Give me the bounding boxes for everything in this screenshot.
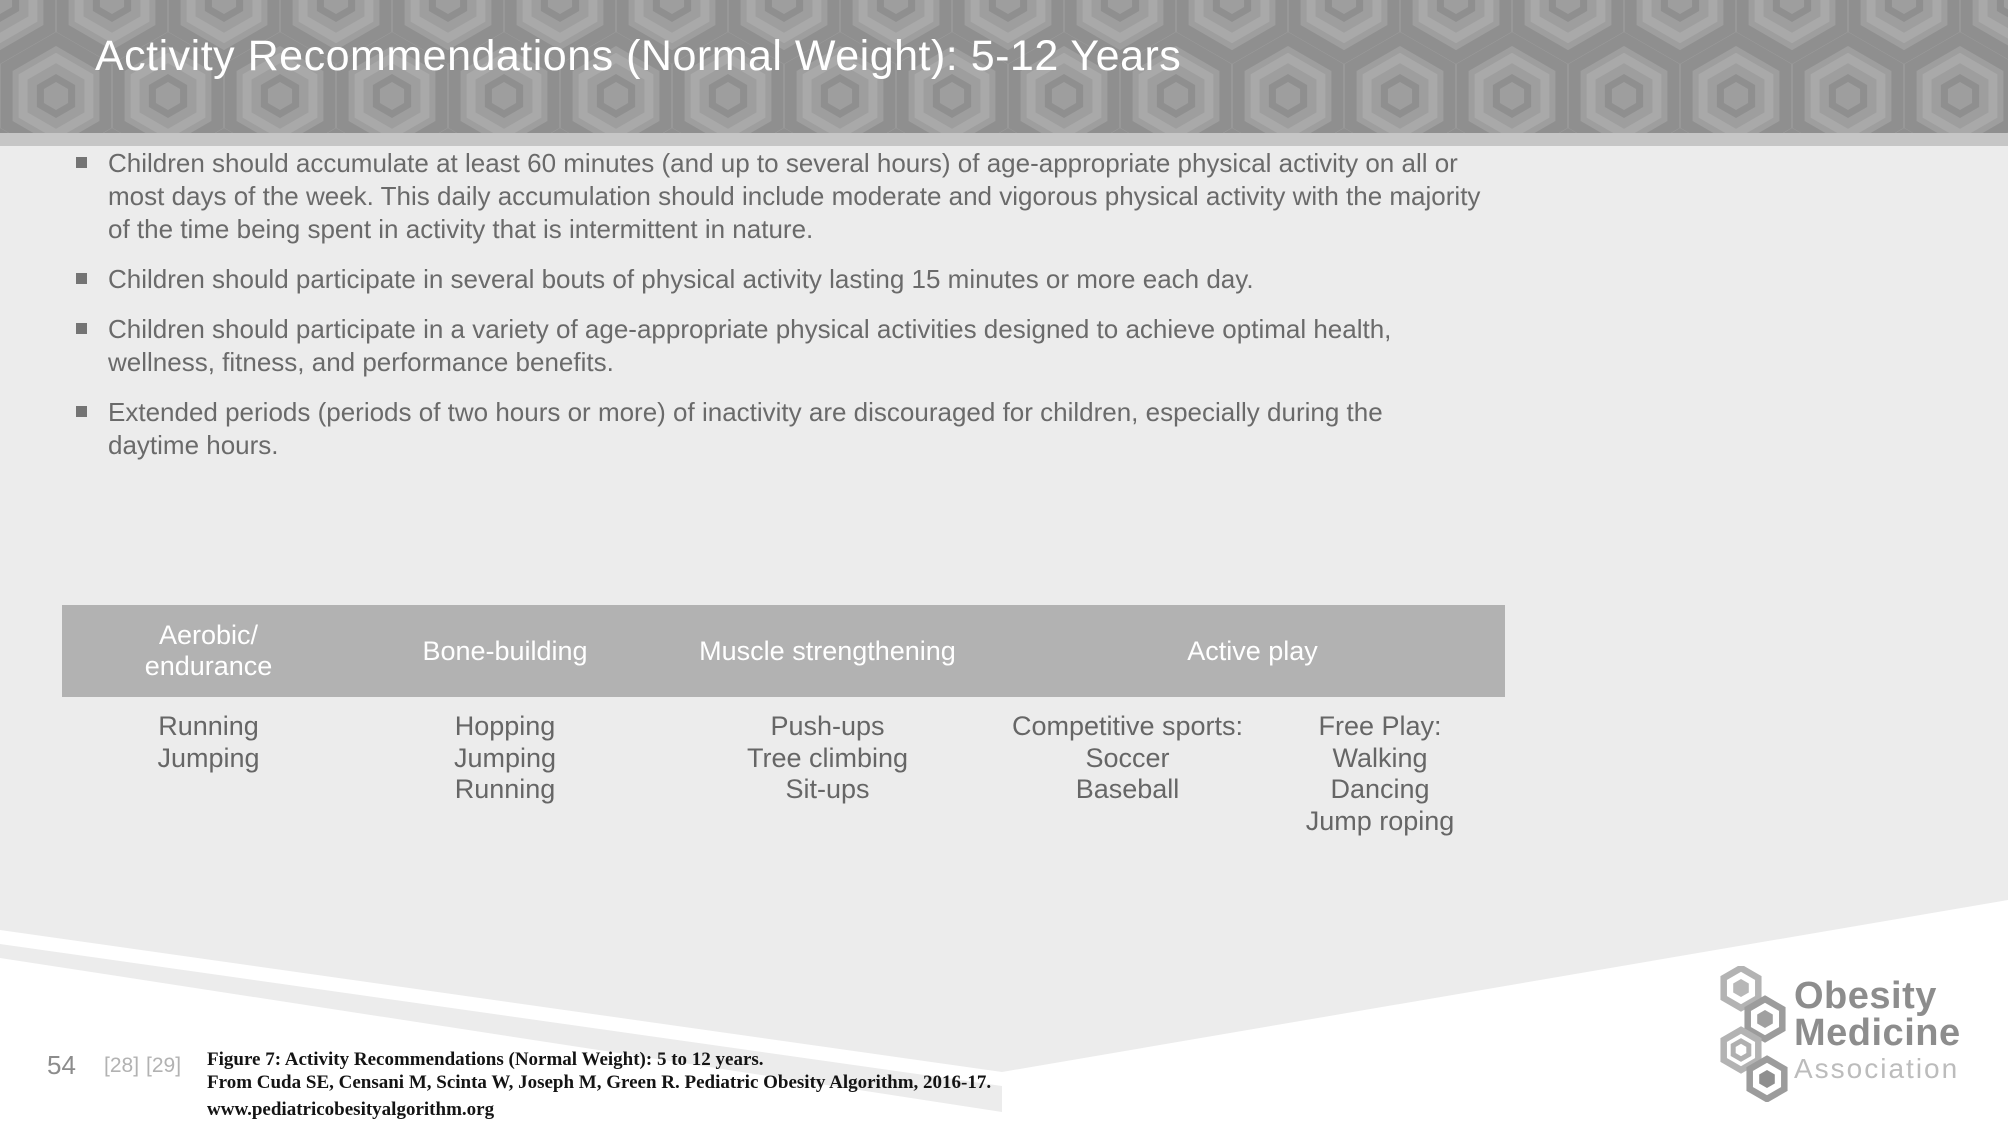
table-header-cell: Aerobic/endurance <box>144 620 273 681</box>
page-number: 54 <box>47 1050 76 1080</box>
bullet-list: Children should accumulate at least 60 m… <box>76 147 1576 479</box>
activity-table: Aerobic/endurance Bone-building Muscle str… <box>62 605 1505 837</box>
bullet-text: Extended periods (periods of two hours o… <box>108 397 1383 460</box>
table-header-row: Aerobic/endurance Bone-building Muscle str… <box>62 605 1505 697</box>
bullet-item: Children should participate in several b… <box>76 263 1576 296</box>
figure-caption-line: www.pediatricobesityalgorithm.org <box>207 1099 495 1120</box>
hexagon-pattern-icon <box>0 0 2008 133</box>
table-body-column: Push-ups Tree climbing Sit-ups <box>746 711 909 804</box>
slide-header: Activity Recommendations (Normal Weight)… <box>0 0 2008 133</box>
slide-title: Activity Recommendations (Normal Weight)… <box>95 32 1182 80</box>
table-header-cell: Active play <box>1187 635 1318 666</box>
table-body-column: Competitive sports: Soccer Baseball <box>1011 711 1244 804</box>
figure-caption-line: From Cuda SE, Censani M, Scinta W, Josep… <box>207 1072 992 1093</box>
table-body-column: Running Jumping <box>157 711 260 773</box>
figure-caption-line: Figure 7: Activity Recommendations (Norm… <box>207 1049 764 1070</box>
bullet-text: Children should participate in a variety… <box>108 314 1392 377</box>
bullet-item: Extended periods (periods of two hours o… <box>76 396 1576 462</box>
reference-badge: [28] <box>104 1054 140 1077</box>
oma-logo-hexagons-icon <box>1720 966 1788 1102</box>
bullet-text: Children should participate in several b… <box>108 264 1254 294</box>
logo-line-association: Association <box>1794 1053 1960 1084</box>
oma-logo-text: Obesity Medicine Association <box>1794 975 1961 1086</box>
logo-line-obesity: Obesity <box>1794 975 1937 1017</box>
bullet-square-icon <box>76 323 87 334</box>
bullet-text: Children should accumulate at least 60 m… <box>108 148 1481 244</box>
bullet-square-icon <box>76 157 87 168</box>
table-body-row: Running Jumping Hopping Jumping Running Push-… <box>62 697 1505 837</box>
reference-badges: [28] [29] <box>104 1054 188 1078</box>
bullet-square-icon <box>76 273 87 284</box>
oma-logo: Obesity Medicine Association <box>1716 964 2008 1104</box>
table-header-cell: Muscle strengthening <box>699 635 956 666</box>
table-body-column: Hopping Jumping Running <box>453 711 557 804</box>
reference-badge: [29] <box>146 1054 182 1077</box>
logo-line-medicine: Medicine <box>1794 1012 1961 1054</box>
table-body-column: Free Play: Walking Dancing Jump roping <box>1305 711 1455 836</box>
table-header-cell: Bone-building <box>422 635 588 666</box>
figure-caption: Figure 7: Activity Recommendations (Norm… <box>207 1048 991 1121</box>
bullet-item: Children should accumulate at least 60 m… <box>76 147 1576 246</box>
bullet-square-icon <box>76 406 87 417</box>
header-divider <box>0 133 2008 146</box>
bullet-item: Children should participate in a variety… <box>76 313 1576 379</box>
